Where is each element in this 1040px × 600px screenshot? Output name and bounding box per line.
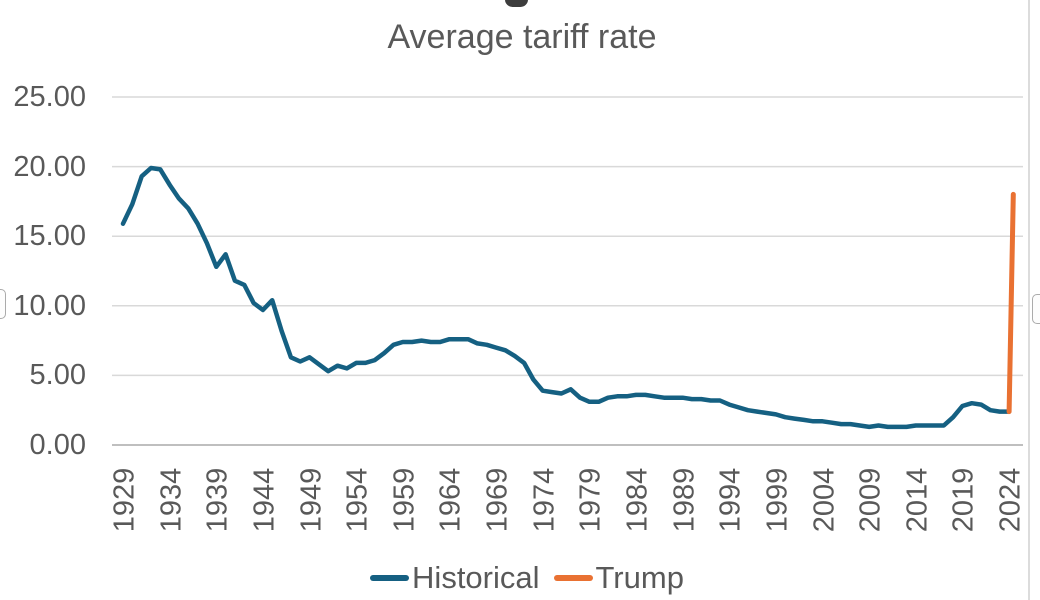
x-tick-label: 1959 xyxy=(388,467,421,533)
legend-item-trump: Trump xyxy=(553,560,684,596)
x-tick-label: 2009 xyxy=(854,467,887,533)
legend: Historical Trump xyxy=(0,560,1040,596)
chart-title: Average tariff rate xyxy=(387,18,657,56)
legend-label-trump: Trump xyxy=(595,560,684,595)
x-tick-label: 1999 xyxy=(761,467,794,533)
x-tick-label: 1994 xyxy=(714,467,747,533)
x-tick-label: 1974 xyxy=(528,467,561,533)
series-line-historical xyxy=(120,165,1012,430)
y-tick-label: 15.00 xyxy=(13,220,86,253)
y-tick-label: 25.00 xyxy=(13,81,86,113)
historical-line-swatch-icon xyxy=(370,575,410,581)
x-tick-label: 1934 xyxy=(155,467,188,533)
x-tick-label: 1964 xyxy=(434,467,467,533)
x-tick-label: 1969 xyxy=(481,467,514,533)
image-right-border xyxy=(1028,0,1030,600)
series-line-trump xyxy=(1006,191,1016,415)
x-tick-label: 2014 xyxy=(901,467,934,533)
right-resize-handle[interactable] xyxy=(1032,294,1040,324)
top-drag-handle[interactable] xyxy=(505,0,528,7)
trump-line-swatch-icon xyxy=(553,575,593,581)
x-tick-label: 1939 xyxy=(201,467,234,533)
y-tick-label: 0.00 xyxy=(29,429,86,461)
x-tick-label: 1944 xyxy=(248,467,281,533)
x-tick-label: 1929 xyxy=(108,467,141,533)
x-tick-label: 2024 xyxy=(994,467,1027,533)
x-tick-label: 1989 xyxy=(668,467,701,533)
x-tick-label: 1949 xyxy=(295,467,328,533)
x-tick-label: 1984 xyxy=(621,467,654,533)
y-tick-label: 20.00 xyxy=(13,150,86,183)
y-tick-label: 10.00 xyxy=(13,289,86,322)
x-tick-label: 1954 xyxy=(341,467,374,533)
left-resize-handle[interactable] xyxy=(0,289,6,319)
y-tick-label: 5.00 xyxy=(29,359,86,392)
legend-item-historical: Historical xyxy=(370,560,540,596)
x-tick-label: 2004 xyxy=(808,467,841,533)
legend-label-historical: Historical xyxy=(412,560,540,595)
x-tick-label: 2019 xyxy=(947,467,980,533)
x-tick-label: 1979 xyxy=(574,467,607,533)
